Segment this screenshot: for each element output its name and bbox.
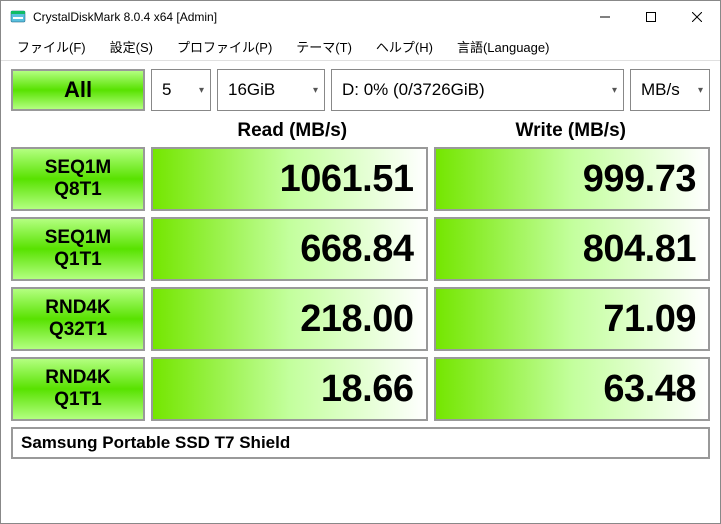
test-button-rnd4k-q1t1[interactable]: RND4K Q1T1 [11, 357, 145, 421]
menu-settings[interactable]: 設定(S) [98, 34, 165, 59]
title-bar: CrystalDiskMark 8.0.4 x64 [Admin] [1, 1, 720, 33]
all-button[interactable]: All [11, 69, 145, 111]
write-value-cell: 71.09 [434, 287, 711, 351]
read-value-cell: 18.66 [151, 357, 428, 421]
read-value-cell: 1061.51 [151, 147, 428, 211]
chevron-down-icon: ▾ [612, 85, 617, 96]
chevron-down-icon: ▾ [698, 85, 703, 96]
write-value-cell: 63.48 [434, 357, 711, 421]
read-value-cell: 668.84 [151, 217, 428, 281]
test-label-line1: RND4K [45, 367, 110, 389]
read-value-cell: 218.00 [151, 287, 428, 351]
test-button-seq1m-q1t1[interactable]: SEQ1M Q1T1 [11, 217, 145, 281]
test-label-line1: SEQ1M [45, 227, 112, 249]
drive-value: D: 0% (0/3726GiB) [342, 80, 606, 100]
write-value: 63.48 [603, 368, 696, 411]
test-label-line1: SEQ1M [45, 157, 112, 179]
menu-theme[interactable]: テーマ(T) [284, 34, 364, 59]
result-row: SEQ1M Q8T1 1061.51 999.73 [11, 147, 710, 211]
read-value: 218.00 [300, 298, 413, 341]
result-row: SEQ1M Q1T1 668.84 804.81 [11, 217, 710, 281]
menu-bar: ファイル(F) 設定(S) プロファイル(P) テーマ(T) ヘルプ(H) 言語… [1, 33, 720, 61]
test-label-line2: Q1T1 [54, 249, 102, 271]
controls-row: All 5 ▾ 16GiB ▾ D: 0% (0/3726GiB) ▾ MB/s… [11, 69, 710, 111]
runs-value: 5 [162, 80, 193, 100]
runs-dropdown[interactable]: 5 ▾ [151, 69, 211, 111]
menu-help[interactable]: ヘルプ(H) [364, 34, 445, 59]
menu-file[interactable]: ファイル(F) [5, 34, 98, 59]
read-value: 668.84 [300, 228, 413, 271]
test-label-line2: Q32T1 [49, 319, 107, 341]
app-body: All 5 ▾ 16GiB ▾ D: 0% (0/3726GiB) ▾ MB/s… [1, 61, 720, 469]
drive-dropdown[interactable]: D: 0% (0/3726GiB) ▾ [331, 69, 624, 111]
read-header: Read (MB/s) [153, 120, 432, 142]
write-header: Write (MB/s) [432, 120, 711, 142]
device-name-row: Samsung Portable SSD T7 Shield [11, 427, 710, 459]
chevron-down-icon: ▾ [199, 85, 204, 96]
window-title: CrystalDiskMark 8.0.4 x64 [Admin] [33, 10, 582, 24]
test-label-line2: Q8T1 [54, 179, 102, 201]
menu-language[interactable]: 言語(Language) [445, 34, 562, 59]
write-value: 71.09 [603, 298, 696, 341]
write-value: 804.81 [583, 228, 696, 271]
write-value-cell: 999.73 [434, 147, 711, 211]
write-value-cell: 804.81 [434, 217, 711, 281]
write-value: 999.73 [583, 158, 696, 201]
unit-dropdown[interactable]: MB/s ▾ [630, 69, 710, 111]
chevron-down-icon: ▾ [313, 85, 318, 96]
test-label-line1: RND4K [45, 297, 110, 319]
device-name: Samsung Portable SSD T7 Shield [21, 433, 290, 453]
result-row: RND4K Q1T1 18.66 63.48 [11, 357, 710, 421]
test-button-rnd4k-q32t1[interactable]: RND4K Q32T1 [11, 287, 145, 351]
app-icon [9, 8, 27, 26]
read-value: 18.66 [321, 368, 414, 411]
result-row: RND4K Q32T1 218.00 71.09 [11, 287, 710, 351]
test-button-seq1m-q8t1[interactable]: SEQ1M Q8T1 [11, 147, 145, 211]
size-value: 16GiB [228, 80, 307, 100]
test-label-line2: Q1T1 [54, 389, 102, 411]
menu-profile[interactable]: プロファイル(P) [165, 34, 284, 59]
size-dropdown[interactable]: 16GiB ▾ [217, 69, 325, 111]
read-value: 1061.51 [280, 158, 414, 201]
unit-value: MB/s [641, 80, 692, 100]
window-controls [582, 1, 720, 33]
maximize-button[interactable] [628, 1, 674, 33]
close-button[interactable] [674, 1, 720, 33]
column-headers: Read (MB/s) Write (MB/s) [11, 115, 710, 147]
all-button-label: All [64, 77, 92, 103]
minimize-button[interactable] [582, 1, 628, 33]
